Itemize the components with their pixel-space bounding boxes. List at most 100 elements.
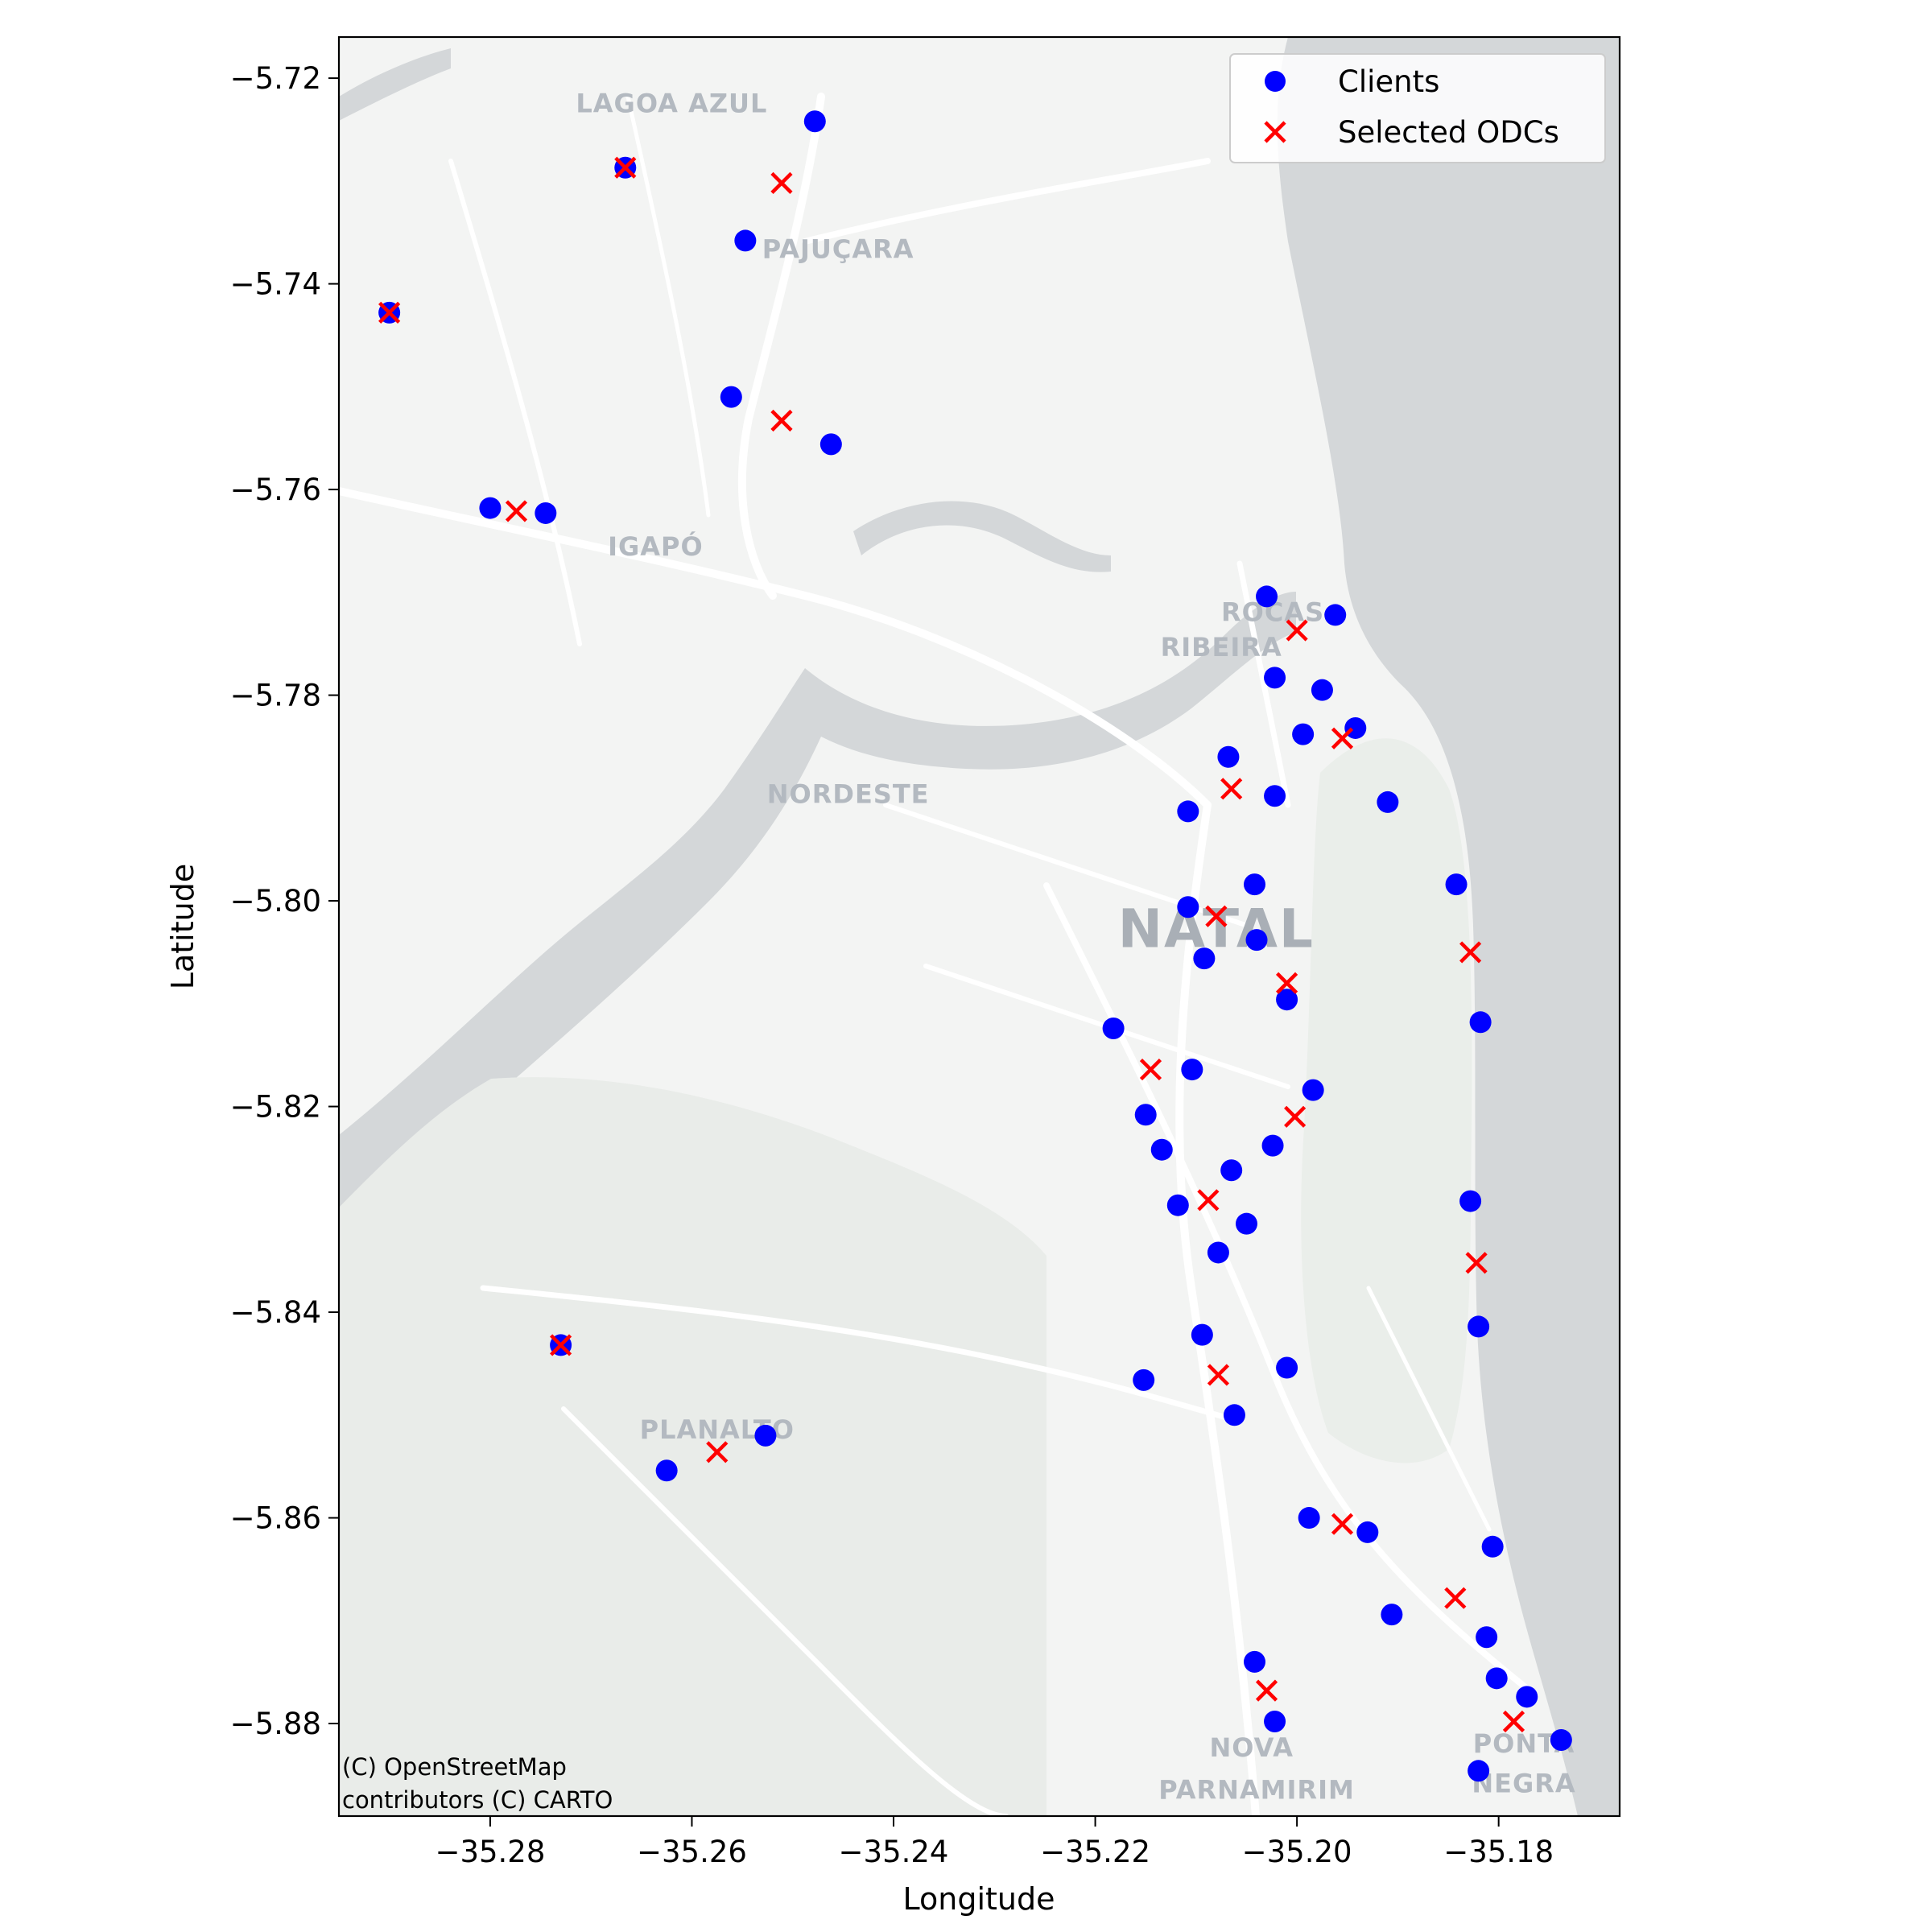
client-point bbox=[1302, 1079, 1324, 1101]
y-tick-label: −5.74 bbox=[230, 267, 321, 302]
odc-point bbox=[550, 1334, 572, 1356]
client-point bbox=[1150, 1138, 1173, 1161]
odc-point bbox=[1139, 1058, 1162, 1081]
odc-point bbox=[378, 301, 401, 324]
odc-point bbox=[1220, 778, 1243, 800]
place-label: NORDESTE bbox=[767, 779, 930, 810]
dune-park bbox=[1301, 738, 1472, 1463]
client-point bbox=[1476, 1626, 1498, 1649]
client-point bbox=[1264, 1710, 1286, 1732]
y-tick-label: −5.86 bbox=[230, 1501, 321, 1536]
y-tick-label: −5.72 bbox=[230, 61, 321, 96]
odc-point bbox=[1284, 1105, 1307, 1128]
client-point bbox=[1311, 679, 1333, 701]
place-label: PAJUÇARA bbox=[762, 234, 914, 265]
client-point bbox=[1468, 1760, 1490, 1782]
y-tick-label: −5.80 bbox=[230, 884, 321, 919]
place-label: NOVA bbox=[1210, 1732, 1294, 1763]
client-point bbox=[1481, 1535, 1504, 1558]
client-point bbox=[1516, 1686, 1538, 1708]
y-tick-label: −5.84 bbox=[230, 1295, 321, 1330]
client-point bbox=[1217, 745, 1240, 768]
client-point bbox=[734, 229, 757, 252]
client-point bbox=[1191, 1323, 1213, 1346]
client-point bbox=[1356, 1521, 1379, 1543]
client-point bbox=[1256, 585, 1278, 608]
y-tick-label: −5.76 bbox=[230, 473, 321, 507]
client-point bbox=[1298, 1507, 1320, 1530]
client-point bbox=[1485, 1667, 1508, 1690]
attribution-line-2: contributors (C) CARTO bbox=[342, 1786, 613, 1814]
legend-clients-label: Clients bbox=[1338, 64, 1439, 99]
client-point bbox=[720, 386, 742, 408]
attribution-line-1: (C) OpenStreetMap bbox=[342, 1753, 567, 1781]
odc-point bbox=[770, 171, 793, 194]
client-point bbox=[1292, 723, 1315, 745]
client-point bbox=[1220, 1159, 1243, 1182]
legend-odc-label: Selected ODCs bbox=[1338, 115, 1559, 150]
client-point bbox=[1381, 1604, 1403, 1626]
legend: Clients Selected ODCs bbox=[1229, 53, 1606, 163]
client-point bbox=[1177, 896, 1199, 919]
sea bbox=[1277, 37, 1620, 1816]
client-points bbox=[378, 110, 1572, 1782]
client-point bbox=[1276, 1356, 1298, 1379]
client-point bbox=[1244, 873, 1266, 896]
client-point bbox=[479, 497, 502, 519]
client-point bbox=[1344, 716, 1367, 739]
odc-point bbox=[1255, 1679, 1278, 1702]
client-point bbox=[1245, 929, 1268, 952]
client-point bbox=[1264, 785, 1286, 807]
odc-point bbox=[706, 1441, 729, 1463]
x-tick-label: −35.20 bbox=[1242, 1835, 1352, 1869]
odc-point bbox=[1444, 1587, 1467, 1609]
river bbox=[339, 592, 1296, 1208]
place-label: NATAL bbox=[1118, 898, 1315, 960]
client-point bbox=[1102, 1017, 1125, 1039]
client-point bbox=[1276, 989, 1298, 1011]
client-point bbox=[655, 1459, 678, 1482]
client-point bbox=[819, 433, 842, 456]
client-point bbox=[1468, 1315, 1490, 1338]
place-labels: LAGOA AZULPAJUÇARAIGAPÓNORDESTEROCASRIBE… bbox=[576, 88, 1575, 1805]
client-point bbox=[1207, 1241, 1229, 1264]
odc-point bbox=[1502, 1710, 1525, 1733]
x-tick-label: −35.24 bbox=[839, 1835, 949, 1869]
client-point bbox=[1377, 791, 1399, 813]
client-point bbox=[535, 502, 557, 524]
y-tick-label: −5.82 bbox=[230, 1090, 321, 1125]
y-tick-label: −5.88 bbox=[230, 1707, 321, 1741]
river-upper bbox=[339, 48, 451, 121]
southwest-green bbox=[339, 1077, 1046, 1816]
place-label: PARNAMIRIM bbox=[1158, 1774, 1355, 1805]
legend-frame bbox=[1229, 53, 1606, 163]
client-point bbox=[1133, 1368, 1155, 1391]
client-point bbox=[1261, 1134, 1284, 1157]
odc-points bbox=[378, 156, 1525, 1733]
client-point bbox=[1324, 604, 1347, 626]
legend-odc-marker bbox=[1264, 121, 1286, 143]
odc-point bbox=[1205, 905, 1228, 927]
client-point bbox=[754, 1424, 777, 1447]
place-label: RIBEIRA bbox=[1161, 632, 1282, 663]
x-tick-label: −35.22 bbox=[1040, 1835, 1150, 1869]
axes-frame bbox=[337, 35, 1621, 1818]
odc-point bbox=[1286, 619, 1308, 642]
y-axis-label: Latitude bbox=[165, 864, 200, 989]
client-point bbox=[1193, 947, 1216, 970]
client-point bbox=[1134, 1104, 1157, 1126]
client-point bbox=[803, 110, 826, 133]
basemap: LAGOA AZULPAJUÇARAIGAPÓNORDESTEROCASRIBE… bbox=[339, 37, 1620, 1816]
client-point bbox=[1459, 1190, 1482, 1212]
x-tick-label: −35.28 bbox=[435, 1835, 545, 1869]
place-label: LAGOA AZUL bbox=[576, 88, 767, 118]
client-point bbox=[1177, 800, 1199, 823]
lagoon bbox=[853, 501, 1111, 572]
x-tick-label: −35.26 bbox=[637, 1835, 747, 1869]
client-point bbox=[1244, 1650, 1266, 1673]
y-axis: −5.72 −5.74 −5.76 −5.78 −5.80 −5.82 −5.84 −5.86… bbox=[230, 61, 339, 1741]
odc-point bbox=[505, 500, 528, 522]
y-tick-label: −5.78 bbox=[230, 679, 321, 713]
legend-clients-marker bbox=[1265, 71, 1286, 92]
